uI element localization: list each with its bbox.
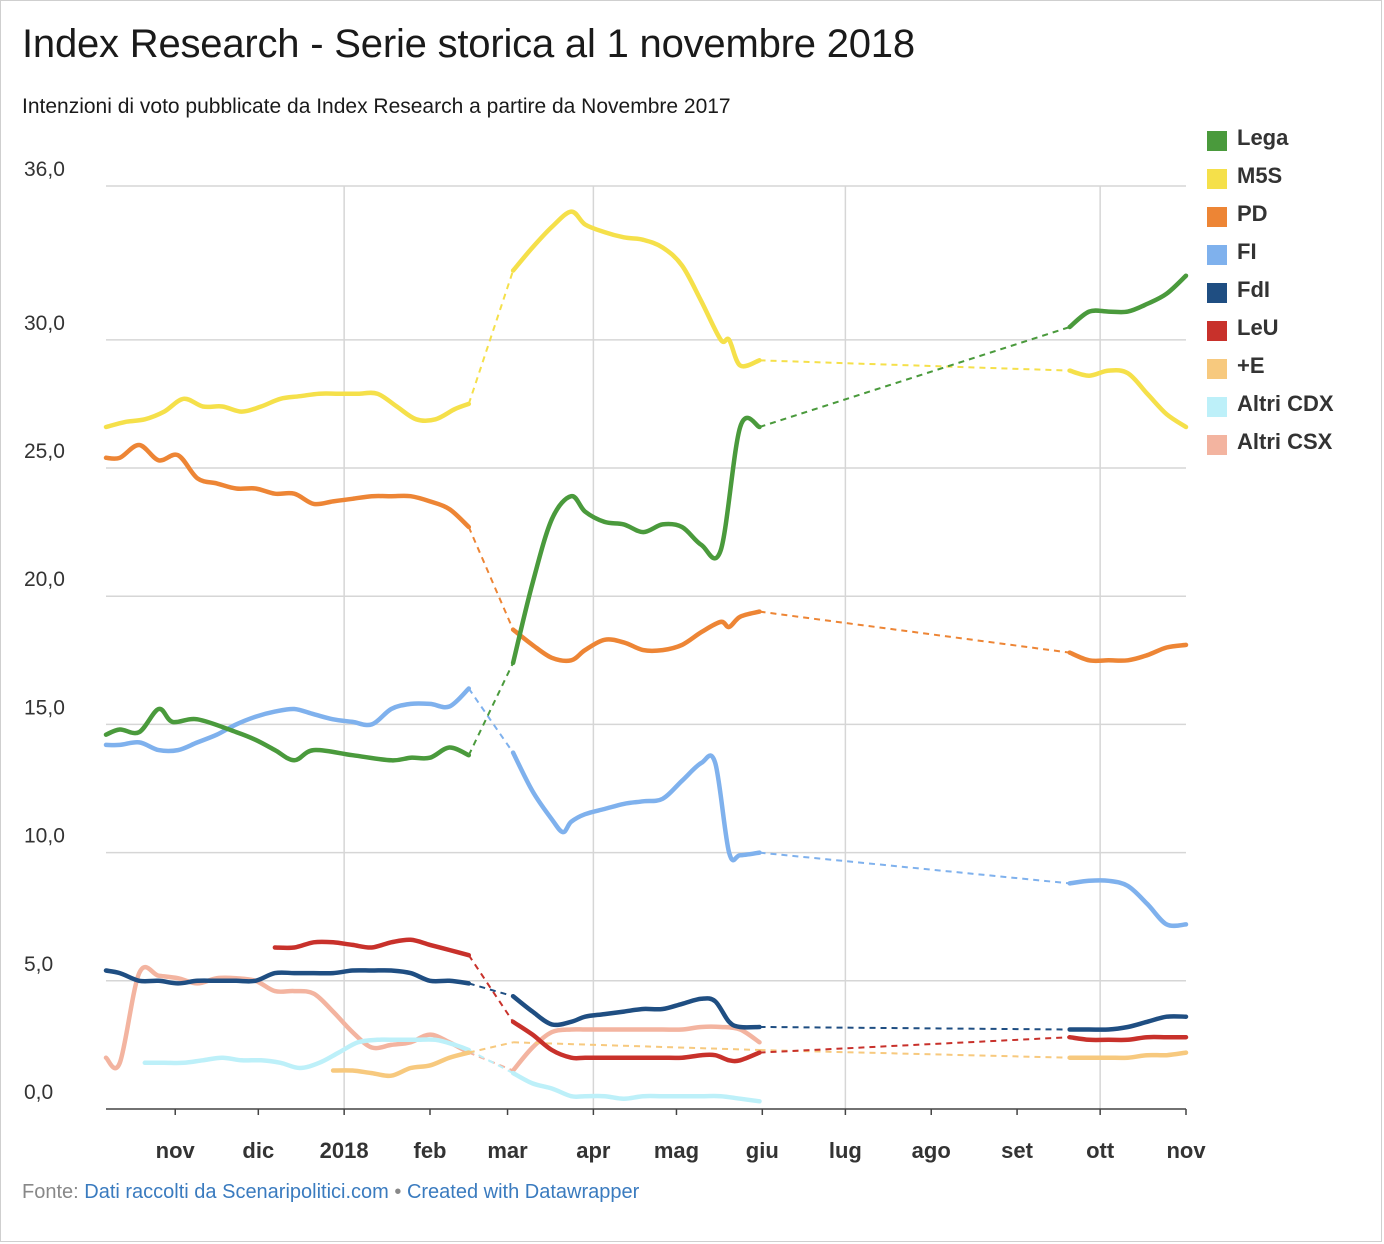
x-tick-label: ott: [1086, 1138, 1115, 1163]
legend-swatch: [1207, 435, 1227, 455]
series-line-segment: [1067, 642, 1189, 664]
legend-swatch: [1207, 169, 1227, 189]
series-line-segment: [330, 1050, 472, 1079]
series-lega: [103, 273, 1189, 763]
series-line-segment: [1067, 1034, 1189, 1043]
series-pd: [103, 442, 1189, 664]
footer-separator: •: [388, 1181, 407, 1203]
series-line-segment: [513, 1041, 760, 1051]
x-tick-label: nov: [156, 1138, 196, 1163]
series-gap-connector: [759, 610, 1070, 654]
series-altri-cdx: [142, 1037, 762, 1104]
x-tick-label: 2018: [320, 1138, 369, 1163]
series-gap-connector: [759, 1036, 1070, 1054]
footer: Fonte: Dati raccolti da Scenaripolitici.…: [22, 1181, 639, 1204]
x-tick-label: set: [1001, 1138, 1033, 1163]
series-gap-connector: [467, 662, 514, 756]
footer-prefix: Fonte:: [22, 1181, 85, 1203]
series-gap-connector: [468, 1041, 514, 1054]
chart-title: Index Research - Serie storica al 1 nove…: [22, 22, 915, 66]
series-line-segment: [510, 209, 762, 369]
grid-layer: [106, 185, 1186, 1109]
x-tick-label: nov: [1166, 1138, 1206, 1163]
series-line-segment: [142, 1037, 472, 1071]
series-line-segment: [103, 686, 472, 754]
series-line-segment: [510, 1019, 762, 1064]
y-tick-label: 15,0: [24, 696, 65, 719]
series-line-segment: [103, 390, 472, 430]
legend-label: Altri CSX: [1237, 429, 1333, 454]
x-tick-label: feb: [414, 1138, 447, 1163]
x-tick-label: ago: [912, 1138, 951, 1163]
series-e: [330, 1041, 1189, 1079]
series-fi: [103, 686, 1189, 929]
y-tick-label: 36,0: [24, 158, 65, 181]
series-gap-connector: [468, 982, 514, 998]
legend-label: LeU: [1237, 315, 1279, 340]
series-line-segment: [1067, 1050, 1189, 1061]
series-line-segment: [103, 968, 472, 986]
chart-subtitle: Intenzioni di voto pubblicate da Index R…: [22, 95, 731, 118]
series-gap-connector: [467, 526, 514, 630]
series-line-segment: [1067, 273, 1189, 330]
series-gap-connector: [467, 270, 515, 405]
legend-swatch: [1207, 283, 1227, 303]
legend-label: PD: [1237, 201, 1268, 226]
y-tick-label: 30,0: [24, 312, 65, 335]
series-line-segment: [1067, 878, 1189, 929]
y-tick-label: 0,0: [24, 1081, 53, 1104]
series-line-segment: [510, 1070, 762, 1104]
legend-label: M5S: [1237, 163, 1283, 188]
series-gap-connector: [468, 1049, 514, 1074]
legend-label: FdI: [1237, 277, 1270, 302]
series-layer: [103, 209, 1189, 1104]
x-tick-label: dic: [242, 1138, 274, 1163]
legend-swatch: [1207, 131, 1227, 151]
series-line-segment: [103, 706, 472, 763]
legend-swatch: [1207, 397, 1227, 417]
y-tick-label: 5,0: [24, 953, 53, 976]
legend-label: +E: [1237, 353, 1265, 378]
series-gap-connector: [467, 687, 514, 754]
series-line-segment: [510, 1024, 762, 1073]
x-tick-label: apr: [576, 1138, 611, 1163]
series-line-segment: [510, 750, 762, 863]
legend-swatch: [1207, 207, 1227, 227]
series-fdi: [103, 968, 1189, 1032]
legend-label: Lega: [1237, 125, 1289, 150]
series-gap-connector: [759, 851, 1070, 885]
legend-label: Altri CDX: [1237, 391, 1334, 416]
legend-swatch: [1207, 245, 1227, 265]
source-link[interactable]: Dati raccolti da Scenaripolitici.com: [84, 1181, 389, 1203]
series-line-segment: [1067, 367, 1189, 430]
series-line-segment: [1067, 1014, 1189, 1032]
axis-layer: 0,0 5,0 10,0 15,0 20,0 25,0 30,0 36,0 nov dic 2018…: [24, 158, 1206, 1163]
x-tick-label: lug: [829, 1138, 862, 1163]
datawrapper-link[interactable]: Created with Datawrapper: [406, 1181, 640, 1203]
series-m5s: [103, 209, 1189, 430]
y-tick-label: 10,0: [24, 825, 65, 848]
series-gap-connector: [759, 359, 1070, 372]
series-gap-connector: [759, 1025, 1070, 1031]
series-line-segment: [272, 937, 472, 958]
series-line-segment: [510, 993, 762, 1030]
x-tick-label: mar: [487, 1138, 528, 1163]
y-tick-label: 20,0: [24, 568, 65, 591]
series-gap-connector: [759, 326, 1070, 428]
series-gap-connector: [759, 1049, 1070, 1059]
series-leu: [272, 937, 1189, 1064]
x-tick-label: mag: [654, 1138, 699, 1163]
series-line-segment: [510, 609, 762, 664]
series-line-segment: [103, 442, 472, 530]
x-tick-label: giu: [746, 1138, 779, 1163]
series-gap-connector: [467, 954, 514, 1023]
series-line-segment: [510, 415, 762, 666]
legend-swatch: [1207, 359, 1227, 379]
legend-label: FI: [1237, 239, 1257, 264]
series-line-segment: [103, 965, 472, 1071]
y-tick-label: 25,0: [24, 440, 65, 463]
legend-swatch: [1207, 321, 1227, 341]
